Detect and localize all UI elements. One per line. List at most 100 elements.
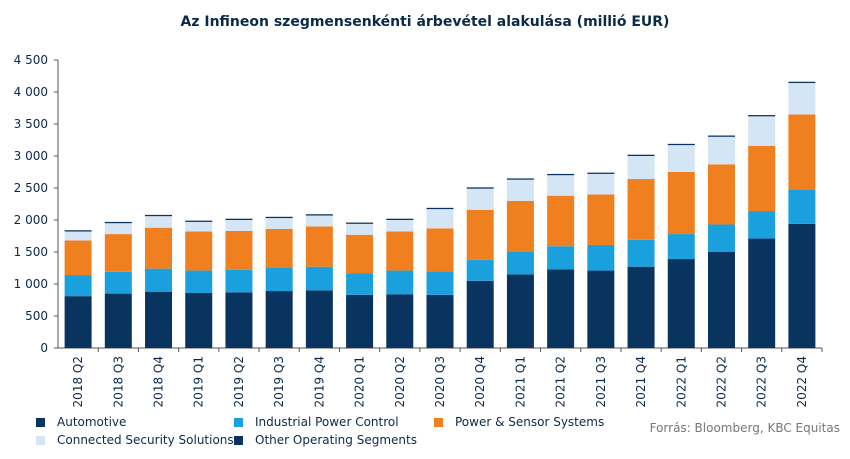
bar-segment — [185, 221, 213, 232]
y-tick-label: 500 — [25, 309, 48, 323]
bar-group — [225, 218, 253, 348]
legend-item: Power & Sensor Systems — [434, 415, 604, 429]
bar-segment — [305, 214, 333, 216]
y-tick-label: 3 000 — [14, 149, 48, 163]
bar-group — [748, 115, 776, 348]
x-tick-label: 2021 Q3 — [594, 356, 608, 407]
bar-segment — [225, 269, 253, 293]
bar-segment — [788, 223, 816, 348]
bar-segment — [346, 234, 374, 274]
x-tick-label: 2018 Q4 — [152, 356, 166, 407]
bar-segment — [667, 143, 695, 146]
legend-item: Industrial Power Control — [234, 415, 399, 429]
bar-group — [346, 222, 374, 348]
x-tick-label: 2020 Q2 — [393, 356, 407, 407]
x-tick-label: 2022 Q4 — [795, 356, 809, 407]
bar-group — [64, 230, 92, 348]
bar-group — [788, 81, 816, 348]
bar-segment — [104, 271, 132, 294]
bar-segment — [265, 291, 293, 348]
bar-segment — [185, 231, 213, 271]
legend-swatch — [36, 417, 45, 427]
y-tick-label: 4 000 — [14, 85, 48, 99]
bar-segment — [185, 270, 213, 293]
bar-segment — [145, 227, 173, 269]
bar-segment — [265, 228, 293, 268]
legend-label: Industrial Power Control — [255, 415, 399, 429]
bar-segment — [547, 175, 575, 196]
bar-segment — [748, 211, 776, 239]
bar-segment — [265, 218, 293, 229]
bar-segment — [667, 172, 695, 235]
bar-segment — [547, 269, 575, 348]
bar-segment — [225, 230, 253, 270]
bar-segment — [627, 154, 655, 156]
legend-swatch — [234, 417, 243, 427]
bar-segment — [667, 259, 695, 348]
stacked-bar-chart: 0 500 1 000 1 500 2 000 2 500 3 000 3 500 4 000 4… — [14, 53, 823, 407]
bar-segment — [64, 296, 92, 348]
bar-segment — [466, 259, 494, 281]
bar-segment — [627, 239, 655, 267]
x-tick-label: 2018 Q3 — [111, 356, 125, 407]
bar-segment — [788, 189, 816, 224]
bar-segment — [707, 252, 735, 348]
x-tick-label: 2021 Q1 — [513, 356, 527, 407]
source-note: Forrás: Bloomberg, KBC Equitas — [649, 421, 840, 435]
bar-group — [426, 207, 454, 348]
bar-segment — [346, 223, 374, 235]
bar-segment — [466, 188, 494, 210]
bar-segment — [145, 214, 173, 217]
x-axis: 2018 Q2 2018 Q3 2018 Q4 2019 Q1 2019 Q2 2019 … — [58, 347, 823, 407]
bar-segment — [104, 221, 132, 224]
y-tick-label: 2 500 — [14, 181, 48, 195]
x-tick-label: 2022 Q3 — [755, 356, 769, 407]
legend-swatch — [434, 417, 443, 427]
bar-segment — [748, 145, 776, 212]
bar-segment — [104, 223, 132, 235]
x-tick-label: 2021 Q2 — [554, 356, 568, 407]
bar-segment — [386, 218, 414, 220]
bar-segment — [627, 156, 655, 180]
x-tick-label: 2020 Q4 — [473, 356, 487, 407]
bar-segment — [587, 194, 615, 245]
bar-segment — [305, 226, 333, 267]
legend-item: Other Operating Segments — [234, 433, 417, 447]
bar-segment — [426, 228, 454, 272]
bar-segment — [587, 173, 615, 195]
bar-segment — [667, 145, 695, 172]
bar-segment — [587, 270, 615, 348]
bar-group — [265, 216, 293, 348]
bar-group — [145, 214, 173, 348]
bar-group — [185, 220, 213, 348]
bar-segment — [64, 275, 92, 297]
bar-segment — [707, 136, 735, 165]
bar-segment — [707, 164, 735, 225]
bar-segment — [265, 267, 293, 292]
bar-segment — [788, 81, 816, 84]
x-tick-label: 2020 Q1 — [353, 356, 367, 407]
bar-segment — [185, 292, 213, 348]
x-tick-label: 2018 Q2 — [71, 356, 85, 407]
bar-group — [466, 187, 494, 348]
bar-segment — [426, 207, 454, 210]
bar-segment — [748, 116, 776, 146]
bar-segment — [426, 271, 454, 295]
bar-segment — [627, 179, 655, 240]
x-tick-label: 2019 Q2 — [232, 356, 246, 407]
y-tick-label: 1 000 — [14, 277, 48, 291]
bar-segment — [104, 234, 132, 272]
bar-segment — [426, 294, 454, 348]
legend: Automotive Industrial Power Control Power … — [36, 413, 636, 453]
x-tick-label: 2019 Q3 — [272, 356, 286, 407]
bar-segment — [386, 270, 414, 295]
bar-segment — [145, 216, 173, 228]
bar-segment — [225, 220, 253, 231]
bar-group — [547, 173, 575, 348]
bar-segment — [788, 114, 816, 190]
bar-segment — [265, 216, 293, 219]
y-tick-label: 0 — [40, 341, 48, 355]
bar-segment — [547, 195, 575, 247]
bar-segment — [466, 187, 494, 189]
x-tick-label: 2019 Q1 — [192, 356, 206, 407]
